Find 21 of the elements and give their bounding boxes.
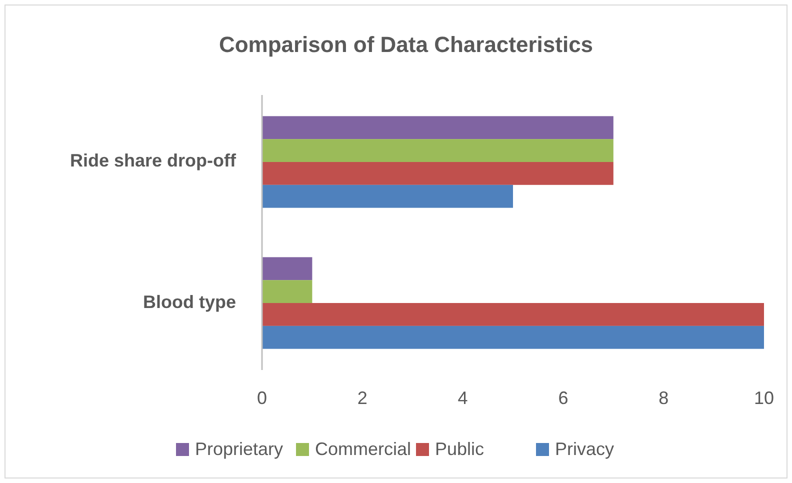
bar [262, 162, 614, 185]
x-tick-label: 2 [357, 388, 368, 408]
bar [262, 116, 614, 140]
x-tick-label: 8 [658, 388, 669, 408]
legend-label: Public [435, 438, 484, 459]
x-tick-label: 0 [256, 388, 268, 408]
bar [262, 280, 312, 304]
x-tick-label: 10 [754, 388, 774, 408]
bar [262, 257, 312, 280]
bar [262, 184, 513, 208]
x-tick-label: 4 [458, 388, 468, 408]
bar [262, 139, 614, 162]
y-tick-label: Ride share drop-off [70, 150, 237, 171]
bar [262, 303, 764, 326]
y-tick-label: Blood type [143, 292, 236, 312]
chart-title: Comparison of Data Characteristics [218, 32, 594, 57]
legend-label: Commercial [315, 438, 412, 459]
legend-label: Proprietary [195, 438, 284, 459]
legend-label: Privacy [555, 438, 614, 459]
x-tick-label: 6 [558, 388, 568, 408]
bar [262, 326, 764, 349]
